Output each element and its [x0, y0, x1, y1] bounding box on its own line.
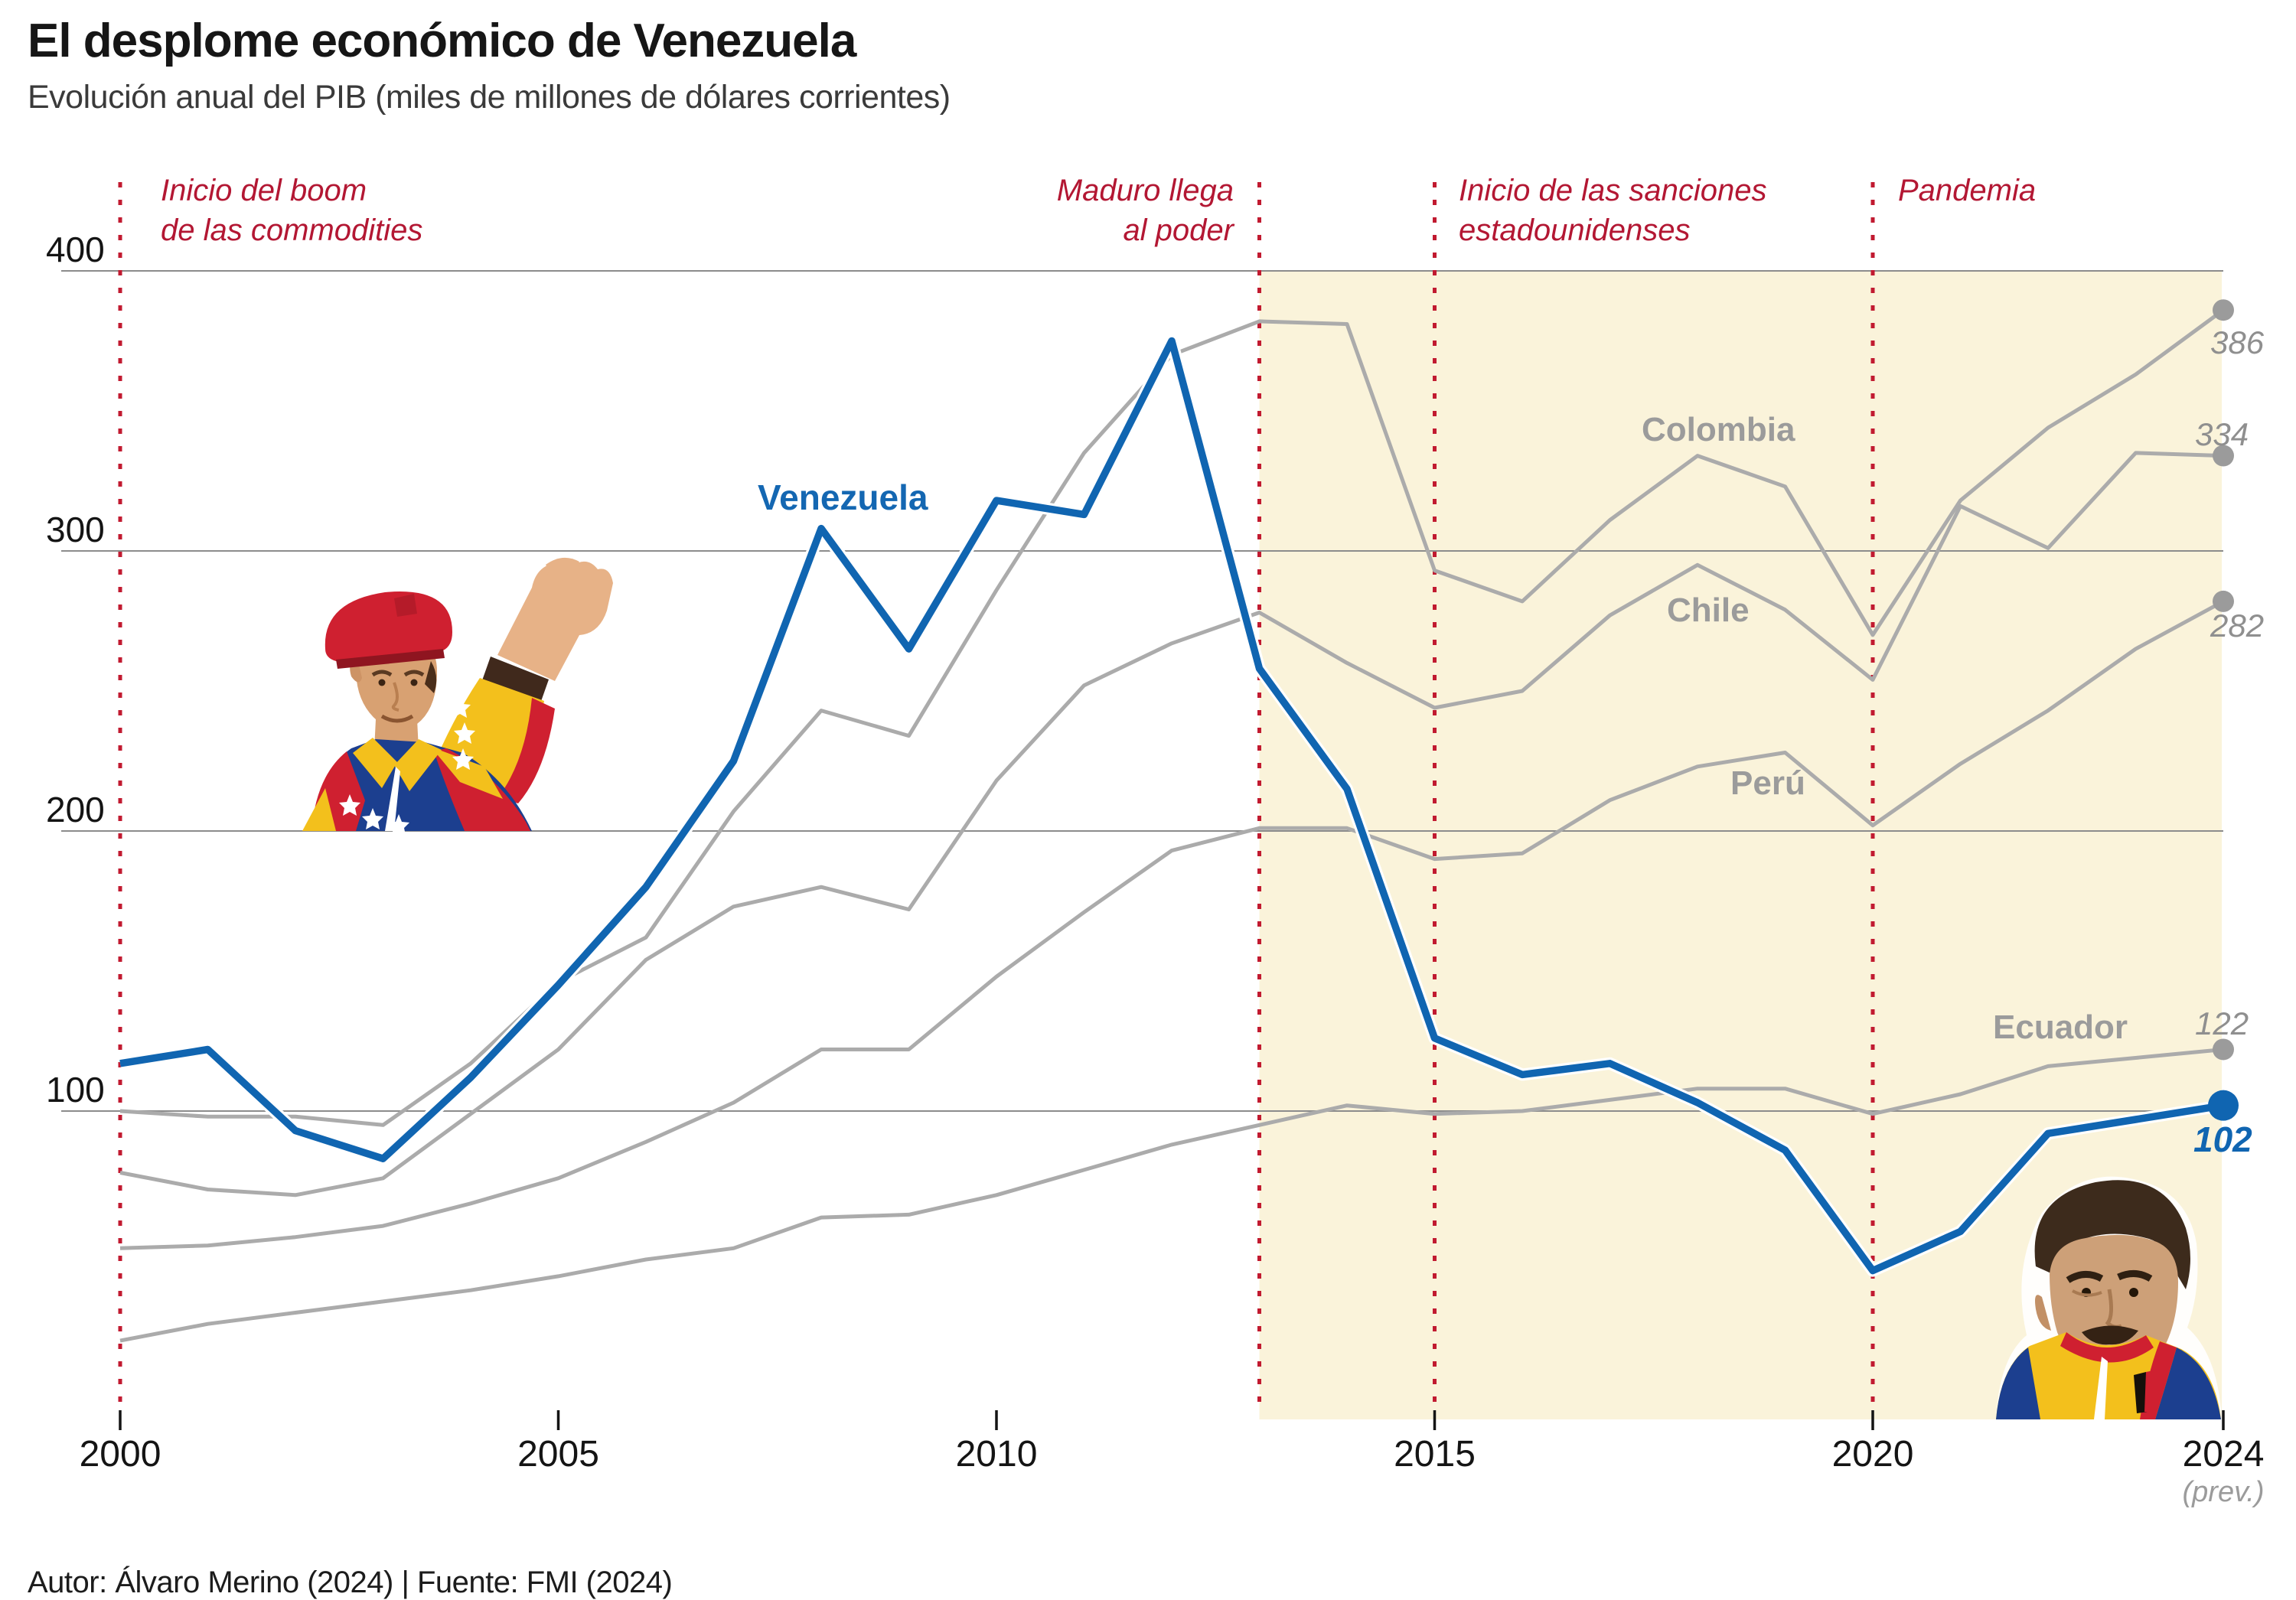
end-value-Venezuela: 102: [2193, 1119, 2252, 1159]
series-label-Venezuela: Venezuela: [758, 477, 928, 517]
event-annotation-2013-line1: al poder: [1123, 213, 1234, 247]
event-annotation-2000-line0: Inicio del boom: [161, 174, 367, 207]
end-dot-Venezuela: [2208, 1090, 2239, 1121]
x-axis-label-2010: 2010: [956, 1434, 1038, 1475]
event-annotation-2015-line1: estadounidenses: [1459, 213, 1690, 247]
series-label-Ecuador: Ecuador: [1993, 1009, 2128, 1046]
series-line-Venezuela: [119, 337, 2224, 1275]
chavez-photo: [302, 557, 613, 836]
series-line-Perú: [119, 599, 2225, 1250]
y-axis-label-100: 100: [46, 1070, 105, 1110]
maduro-photo: [1996, 1176, 2222, 1419]
end-dot-Perú: [2213, 590, 2234, 612]
event-annotation-2015-line0: Inicio de las sanciones: [1459, 174, 1766, 207]
series-label-Perú: Perú: [1730, 764, 1805, 802]
x-axis-label-2020: 2020: [1832, 1434, 1914, 1475]
end-value-Chile: 334: [2195, 416, 2249, 452]
end-value-Ecuador: 122: [2195, 1005, 2249, 1041]
x-axis-note-prev: (prev.): [2183, 1476, 2265, 1508]
x-axis-label-2000: 2000: [80, 1434, 161, 1475]
y-axis-label-400: 400: [46, 230, 105, 269]
end-value-Colombia: 386: [2210, 324, 2265, 360]
end-value-Perú: 282: [2210, 608, 2264, 644]
y-axis-label-300: 300: [46, 510, 105, 549]
event-annotation-2013-line0: Maduro llega: [1057, 174, 1234, 207]
x-axis-label-2015: 2015: [1394, 1434, 1476, 1475]
series-label-Colombia: Colombia: [1642, 411, 1795, 448]
series-line-Chile: [119, 451, 2224, 1198]
page-subtitle: Evolución anual del PIB (miles de millon…: [28, 79, 951, 116]
x-axis-label-2024: 2024: [2183, 1434, 2265, 1475]
end-dot-Ecuador: [2213, 1038, 2234, 1061]
end-dot-Chile: [2213, 445, 2234, 467]
event-annotation-2020-line0: Pandemia: [1898, 174, 2036, 207]
chart-header: El desplome económico de Venezuela Evolu…: [28, 14, 951, 116]
event-annotation-2000-line1: de las commodities: [161, 213, 422, 247]
x-axis-label-2005: 2005: [517, 1434, 599, 1475]
end-dot-Colombia: [2213, 299, 2234, 321]
jacket-stars: [339, 696, 475, 836]
y-axis-label-200: 200: [46, 790, 105, 829]
series-label-Chile: Chile: [1667, 591, 1750, 629]
page-title: El desplome económico de Venezuela: [28, 15, 856, 67]
credit-line: Autor: Álvaro Merino (2024) | Fuente: FM…: [28, 1566, 673, 1599]
series-line-Ecuador: [119, 1048, 2224, 1343]
